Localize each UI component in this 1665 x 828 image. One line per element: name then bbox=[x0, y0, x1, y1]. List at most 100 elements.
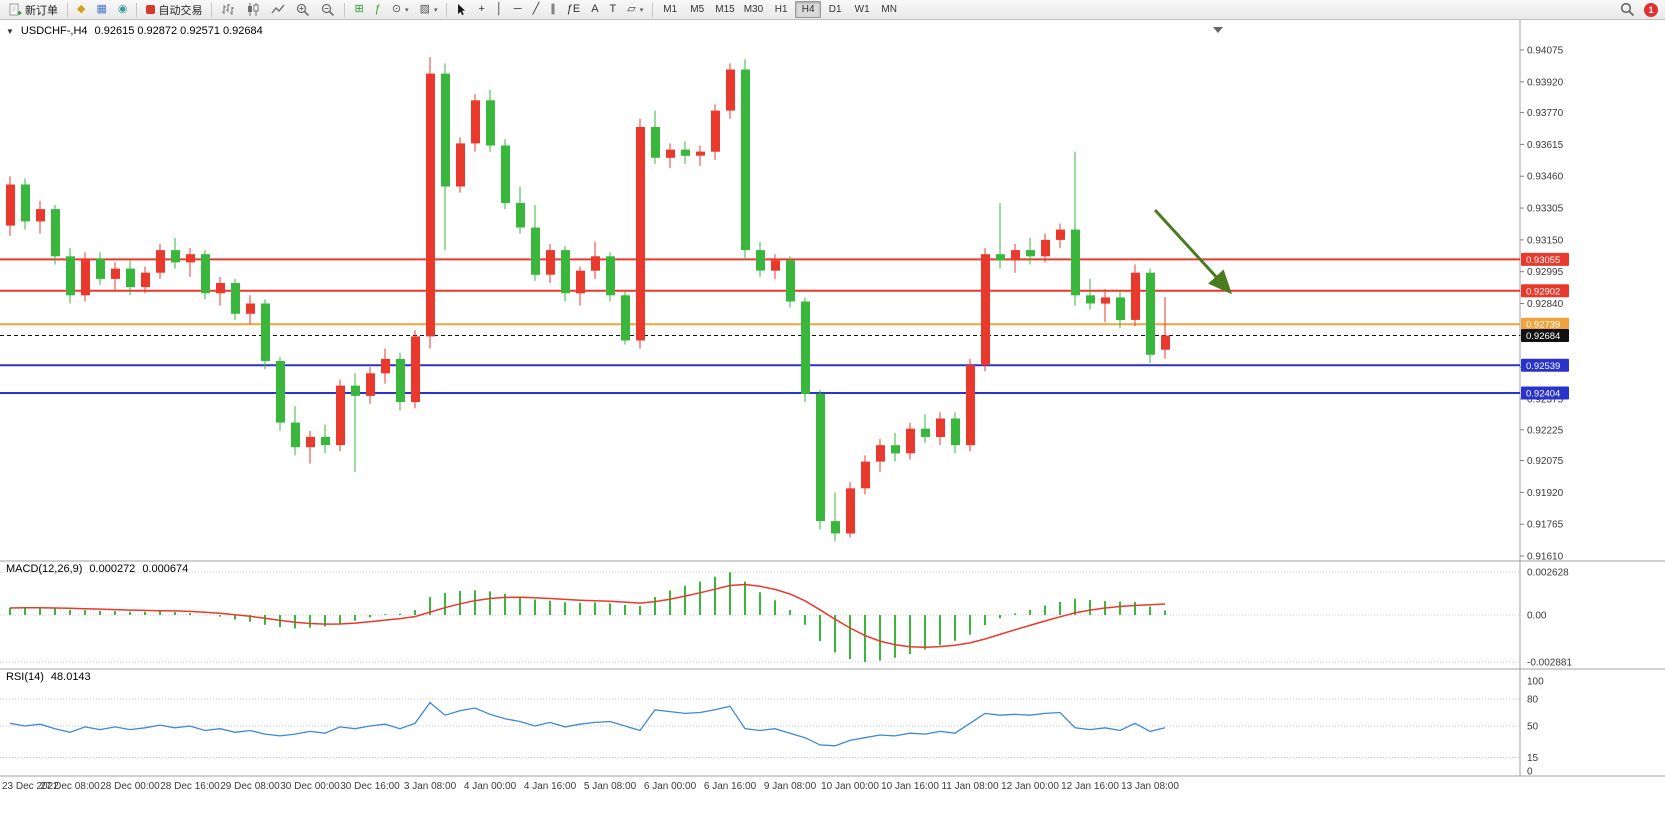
search-button[interactable] bbox=[1615, 1, 1640, 19]
channel-icon: ∥ bbox=[550, 3, 556, 15]
zoom-out-button[interactable] bbox=[316, 1, 340, 19]
time-axis-label: 28 Dec 16:00 bbox=[160, 781, 220, 792]
time-axis-label: 6 Jan 00:00 bbox=[644, 781, 697, 792]
auto-trading-label: 自动交易 bbox=[158, 4, 203, 17]
time-axis-label: 29 Dec 08:00 bbox=[220, 781, 280, 792]
svg-text:0: 0 bbox=[1527, 767, 1533, 778]
time-axis-label: 5 Jan 08:00 bbox=[584, 781, 637, 792]
svg-text:0.92375: 0.92375 bbox=[1527, 394, 1564, 405]
svg-text:0.92539: 0.92539 bbox=[1526, 361, 1560, 372]
fibonacci-button[interactable]: ƒE bbox=[562, 1, 585, 19]
time-axis-label: 11 Jan 08:00 bbox=[941, 781, 999, 792]
time-axis-label: 10 Jan 16:00 bbox=[881, 781, 939, 792]
svg-text:0.92225: 0.92225 bbox=[1527, 425, 1564, 436]
timeframe-d1[interactable]: D1 bbox=[828, 4, 842, 15]
line-chart-button[interactable] bbox=[266, 1, 290, 19]
chevron-down-icon: ▾ bbox=[405, 6, 409, 14]
time-axis-label: 3 Jan 08:00 bbox=[404, 781, 457, 792]
tile-windows-button[interactable]: ⊞ bbox=[349, 1, 368, 19]
fibonacci-icon: ƒE bbox=[566, 3, 581, 15]
time-axis-label: 4 Jan 00:00 bbox=[464, 781, 517, 792]
timeframe-m1[interactable]: M1 bbox=[663, 4, 678, 15]
toolbar-separator bbox=[652, 2, 654, 17]
toolbar-separator bbox=[446, 2, 448, 17]
svg-text:0.92840: 0.92840 bbox=[1527, 299, 1564, 310]
toolbar-separator bbox=[136, 2, 138, 17]
horizontal-line-button[interactable]: ─ bbox=[509, 1, 527, 19]
chart-window: 0.94075 0.93920 0.93770 0.93615 0.93460 0.933… bbox=[0, 20, 1665, 828]
price-chart: 0.94075 0.93920 0.93770 0.93615 0.93460 0.933… bbox=[0, 20, 1665, 792]
new-order-label: 新订单 bbox=[25, 4, 58, 17]
svg-text:0.92684: 0.92684 bbox=[1526, 331, 1560, 342]
svg-text:0.00: 0.00 bbox=[1527, 611, 1547, 622]
new-order-button[interactable]: 新订单 bbox=[4, 1, 63, 19]
timeframe-h4[interactable]: H4 bbox=[795, 1, 822, 18]
svg-text:0.92995: 0.92995 bbox=[1527, 267, 1564, 278]
svg-text:100: 100 bbox=[1527, 677, 1544, 688]
svg-text:0.93055: 0.93055 bbox=[1526, 255, 1560, 266]
toolbar-separator bbox=[67, 2, 68, 17]
trendline-button[interactable]: ╱ bbox=[528, 1, 545, 19]
notification-badge[interactable]: 1 bbox=[1644, 2, 1658, 17]
vertical-line-button[interactable]: │ bbox=[491, 1, 508, 19]
timeframe-h1[interactable]: H1 bbox=[774, 4, 788, 15]
shapes-dropdown-button[interactable]: ▱ ▾ bbox=[622, 1, 648, 19]
timeframe-w1[interactable]: W1 bbox=[854, 4, 870, 15]
periods-dropdown-button[interactable]: ⊙ ▾ bbox=[387, 1, 414, 19]
svg-text:0.92404: 0.92404 bbox=[1526, 389, 1560, 400]
data-window-button[interactable]: ▦ bbox=[91, 1, 111, 19]
time-axis-label: 9 Jan 08:00 bbox=[764, 781, 817, 792]
svg-text:0.91920: 0.91920 bbox=[1527, 488, 1564, 499]
svg-text:0.92075: 0.92075 bbox=[1527, 456, 1564, 467]
cursor-button[interactable] bbox=[451, 1, 472, 19]
svg-text:0.93615: 0.93615 bbox=[1527, 140, 1564, 151]
timeframe-m15[interactable]: M15 bbox=[715, 4, 735, 15]
text-button[interactable]: A bbox=[586, 1, 603, 19]
crosshair-icon: + bbox=[478, 3, 485, 15]
price-level-lines[interactable] bbox=[0, 258, 1520, 395]
auto-trading-button[interactable]: 自动交易 bbox=[141, 1, 207, 19]
timeframe-m5[interactable]: M5 bbox=[690, 4, 705, 15]
collapse-arrow-icon[interactable]: ▼ bbox=[6, 27, 14, 36]
zoom-in-button[interactable] bbox=[291, 1, 315, 19]
timeframe-mn[interactable]: MN bbox=[881, 4, 897, 15]
time-axis-label: 12 Jan 16:00 bbox=[1061, 781, 1119, 792]
market-watch-button[interactable]: ◆ bbox=[72, 1, 90, 19]
navigator-icon: ◉ bbox=[117, 3, 128, 15]
main-toolbar: 新订单 ◆ ▦ ◉ 自动交易 ⊞ ƒ ⊙ ▾ ▨ ▾ + │ ─ ╱ ∥ ƒE A T ▱ ▾ M1 M5 M15 M30 H1 H… bbox=[0, 0, 1665, 20]
svg-text:0.002628: 0.002628 bbox=[1527, 568, 1569, 579]
shapes-dropdown-icon: ▱ bbox=[627, 3, 636, 15]
template-dropdown-icon: ▨ bbox=[419, 3, 430, 15]
bars-chart-button[interactable] bbox=[216, 1, 240, 19]
indicators-add-icon: ƒ bbox=[374, 3, 381, 15]
svg-text:0.92739: 0.92739 bbox=[1526, 320, 1560, 331]
vertical-line-icon: │ bbox=[495, 3, 503, 15]
candles bbox=[6, 57, 1170, 542]
svg-text:0.93920: 0.93920 bbox=[1527, 77, 1564, 88]
chart-shift-marker-icon[interactable] bbox=[1213, 27, 1223, 33]
channel-button[interactable]: ∥ bbox=[545, 1, 561, 19]
annotation-arrow[interactable] bbox=[1153, 208, 1233, 295]
time-axis-label: 13 Jan 08:00 bbox=[1121, 781, 1179, 792]
price-badge-0.93055 bbox=[1521, 252, 1569, 266]
arrow-label-button[interactable]: T bbox=[605, 1, 622, 19]
svg-text:0.93150: 0.93150 bbox=[1527, 235, 1564, 246]
price-badge-0.92739 bbox=[1521, 317, 1569, 331]
svg-text:-0.002881: -0.002881 bbox=[1527, 657, 1572, 668]
crosshair-button[interactable]: + bbox=[473, 1, 489, 19]
candlestick-chart-button[interactable] bbox=[241, 1, 265, 19]
indicators-add-button[interactable]: ƒ bbox=[370, 1, 386, 19]
navigator-button[interactable]: ◉ bbox=[113, 1, 133, 19]
timeframe-m30[interactable]: M30 bbox=[743, 4, 764, 15]
chevron-down-icon: ▾ bbox=[433, 6, 438, 14]
svg-text:0.91610: 0.91610 bbox=[1527, 552, 1564, 563]
price-axis[interactable]: 0.94075 0.93920 0.93770 0.93615 0.93460 0.933… bbox=[1520, 46, 1564, 563]
svg-text:0.91765: 0.91765 bbox=[1527, 520, 1564, 531]
svg-text:0.93460: 0.93460 bbox=[1527, 172, 1564, 183]
time-axis-label: 10 Jan 00:00 bbox=[821, 781, 879, 792]
price-badge-0.92404 bbox=[1521, 386, 1569, 400]
time-axis-label: 30 Dec 00:00 bbox=[280, 781, 340, 792]
template-dropdown-button[interactable]: ▨ ▾ bbox=[415, 1, 443, 19]
